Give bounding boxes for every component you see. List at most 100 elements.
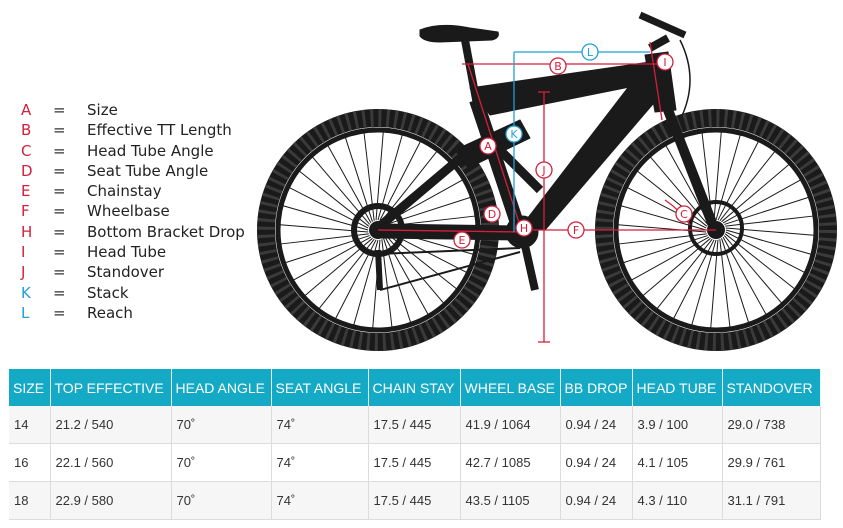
marker-c: C xyxy=(675,205,693,223)
geometry-markers: B L I K A J D C H F E xyxy=(453,43,693,249)
legend-label: Head Tube xyxy=(87,243,167,262)
legend-letter: B xyxy=(21,121,32,140)
legend-item: L = Reach xyxy=(18,303,268,323)
legend-label: Reach xyxy=(87,303,133,322)
legend-label: Wheelbase xyxy=(87,202,170,221)
table-cell: 17.5 / 445 xyxy=(368,481,461,520)
marker-b: B xyxy=(549,57,567,75)
column-header-head-angle: HEAD ANGLE xyxy=(171,369,272,406)
table-cell: 0.94 / 24 xyxy=(560,481,633,520)
wheel-spoke xyxy=(719,151,776,222)
svg-text:A: A xyxy=(484,140,492,153)
column-header-head-tube: HEAD TUBE xyxy=(632,369,723,406)
table-cell: 74˚ xyxy=(271,481,369,520)
table-cell: 74˚ xyxy=(271,443,369,482)
legend-label: Chainstay xyxy=(87,182,162,201)
table-cell: 70˚ xyxy=(171,443,272,482)
legend-letter: K xyxy=(21,283,31,302)
wheel-spoke xyxy=(627,187,707,229)
table-cell: 29.9 / 761 xyxy=(722,443,821,482)
legend-item: I = Head Tube xyxy=(18,242,268,262)
table-cell: 3.9 / 100 xyxy=(632,406,723,444)
legend-letter: E xyxy=(21,182,31,201)
legend-equals: = xyxy=(53,182,66,201)
table-cell: 42.7 / 1085 xyxy=(460,443,561,482)
wheel-spoke xyxy=(725,231,805,273)
wheel-spoke xyxy=(623,235,708,264)
legend-letter: A xyxy=(21,101,32,119)
wheel-spoke xyxy=(722,179,801,224)
column-header-top-effective: TOP EFFECTIVE xyxy=(50,369,172,406)
marker-e: E xyxy=(453,231,471,249)
legend-label: Standover xyxy=(87,263,165,282)
svg-text:F: F xyxy=(573,224,579,237)
table-header-row: SIZE TOP EFFECTIVE HEAD ANGLE SEAT ANGLE… xyxy=(9,369,821,406)
svg-text:L: L xyxy=(587,46,594,59)
marker-d: D xyxy=(483,205,501,223)
marker-h: H xyxy=(515,219,533,237)
svg-text:H: H xyxy=(520,222,528,235)
table-cell: 21.2 / 540 xyxy=(50,406,172,444)
marker-k: K xyxy=(505,125,523,143)
legend-label: Bottom Bracket Drop xyxy=(87,222,245,241)
svg-text:I: I xyxy=(663,56,666,69)
legend-equals: = xyxy=(53,303,66,322)
table-cell: 74˚ xyxy=(271,406,369,444)
wheel-spoke xyxy=(724,196,809,225)
legend-label: Size xyxy=(87,101,118,119)
table-cell: 14 xyxy=(9,406,51,444)
svg-text:E: E xyxy=(459,234,466,247)
legend-item: F = Wheelbase xyxy=(18,201,268,221)
table-cell: 22.1 / 560 xyxy=(50,443,172,482)
wheel-spoke xyxy=(721,164,790,223)
legend-item: A = Size xyxy=(18,100,268,120)
table-cell: 0.94 / 24 xyxy=(560,406,633,444)
marker-i: I xyxy=(656,53,674,71)
legend-equals: = xyxy=(53,222,66,241)
legend-item: K = Stack xyxy=(18,283,268,303)
wheel-spoke xyxy=(713,132,722,221)
legend-letter: C xyxy=(21,141,32,160)
wheel-spoke xyxy=(650,156,709,225)
table-cell: 70˚ xyxy=(171,481,272,520)
bike-geometry-diagram: B L I K A J D C H F E xyxy=(257,11,837,351)
table-cell: 0.94 / 24 xyxy=(560,443,633,482)
legend-item: J = Standover xyxy=(18,262,268,282)
table-cell: 18 xyxy=(9,481,51,520)
marker-l: L xyxy=(581,43,599,61)
legend-letter: J xyxy=(21,263,26,282)
table-cell: 17.5 / 445 xyxy=(368,443,461,482)
table-cell: 22.9 / 580 xyxy=(50,481,172,520)
table-cell: 17.5 / 445 xyxy=(368,406,461,444)
legend-letter: F xyxy=(21,202,30,221)
table-row: 16 22.1 / 560 70˚ 74˚ 17.5 / 445 42.7 / … xyxy=(9,443,821,482)
geometry-legend: A = Size B = Effective TT Length C = Head Tube… xyxy=(18,100,268,323)
table-cell: 4.3 / 110 xyxy=(632,481,723,520)
legend-label: Effective TT Length xyxy=(87,121,232,140)
legend-equals: = xyxy=(53,202,66,221)
svg-text:J: J xyxy=(541,164,545,177)
legend-item: E = Chainstay xyxy=(18,181,268,201)
legend-equals: = xyxy=(53,263,66,282)
legend-equals: = xyxy=(53,141,66,160)
legend-equals: = xyxy=(53,243,66,262)
column-header-wheel-base: WHEEL BASE xyxy=(460,369,561,406)
legend-equals: = xyxy=(53,121,66,140)
svg-text:B: B xyxy=(554,60,562,73)
svg-text:C: C xyxy=(680,208,688,221)
svg-text:D: D xyxy=(488,208,496,221)
wheel-spoke xyxy=(715,134,741,221)
legend-equals: = xyxy=(53,283,66,302)
legend-item: D = Seat Tube Angle xyxy=(18,161,268,181)
table-cell: 70˚ xyxy=(171,406,272,444)
wheel-spoke xyxy=(637,170,708,227)
legend-letter: I xyxy=(21,243,26,262)
column-header-bb-drop: BB DROP xyxy=(560,369,633,406)
column-header-chain-stay: CHAIN STAY xyxy=(368,369,461,406)
legend-letter: L xyxy=(21,303,30,322)
legend-item: H = Bottom Bracket Drop xyxy=(18,222,268,242)
column-header-standover: STANDOVER xyxy=(722,369,821,406)
legend-item: B = Effective TT Length xyxy=(18,120,268,140)
column-header-size: SIZE xyxy=(9,369,51,406)
legend-letter: D xyxy=(21,161,33,180)
